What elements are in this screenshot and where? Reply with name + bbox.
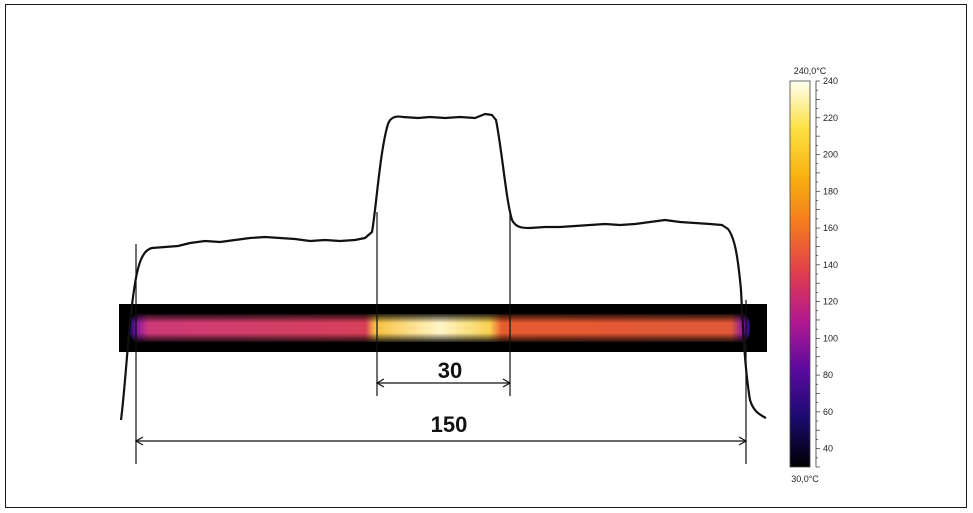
color-scale-tick-label: 200 bbox=[823, 150, 838, 160]
color-scale-tick-label: 40 bbox=[823, 444, 833, 454]
temperature-profile-curve bbox=[119, 112, 767, 421]
figure-frame bbox=[5, 4, 967, 508]
dimension-extension-lines bbox=[135, 212, 747, 464]
color-scale-min-label: 30,0°C bbox=[791, 474, 819, 484]
color-scale-tick-label: 220 bbox=[823, 113, 838, 123]
color-scale-ticks: 40 60 80 100 120 140 160 180 200 220 240 bbox=[816, 76, 838, 468]
color-scale-tick-label: 160 bbox=[823, 223, 838, 233]
color-scale-tick-label: 100 bbox=[823, 333, 838, 343]
color-scale-tick-label: 120 bbox=[823, 297, 838, 307]
color-scale-bar: 240,0°C 40 60 80 100 120 140 160 180 200 220 240 3… bbox=[789, 66, 838, 484]
color-scale-tick-label: 240 bbox=[823, 76, 838, 86]
color-scale-tick-label: 80 bbox=[823, 370, 833, 380]
color-scale-gradient bbox=[789, 80, 811, 468]
thermal-image-strip bbox=[119, 304, 767, 352]
color-scale-max-label: 240,0°C bbox=[794, 66, 827, 76]
heated-element-shading bbox=[130, 314, 750, 342]
color-scale-tick-label: 140 bbox=[823, 260, 838, 270]
dimension-label-segment: 30 bbox=[438, 358, 462, 383]
dimension-total bbox=[134, 436, 748, 446]
color-scale-tick-label: 60 bbox=[823, 407, 833, 417]
dimension-label-total: 150 bbox=[431, 412, 468, 437]
dimension-segment bbox=[375, 378, 512, 388]
color-scale-tick-label: 180 bbox=[823, 186, 838, 196]
